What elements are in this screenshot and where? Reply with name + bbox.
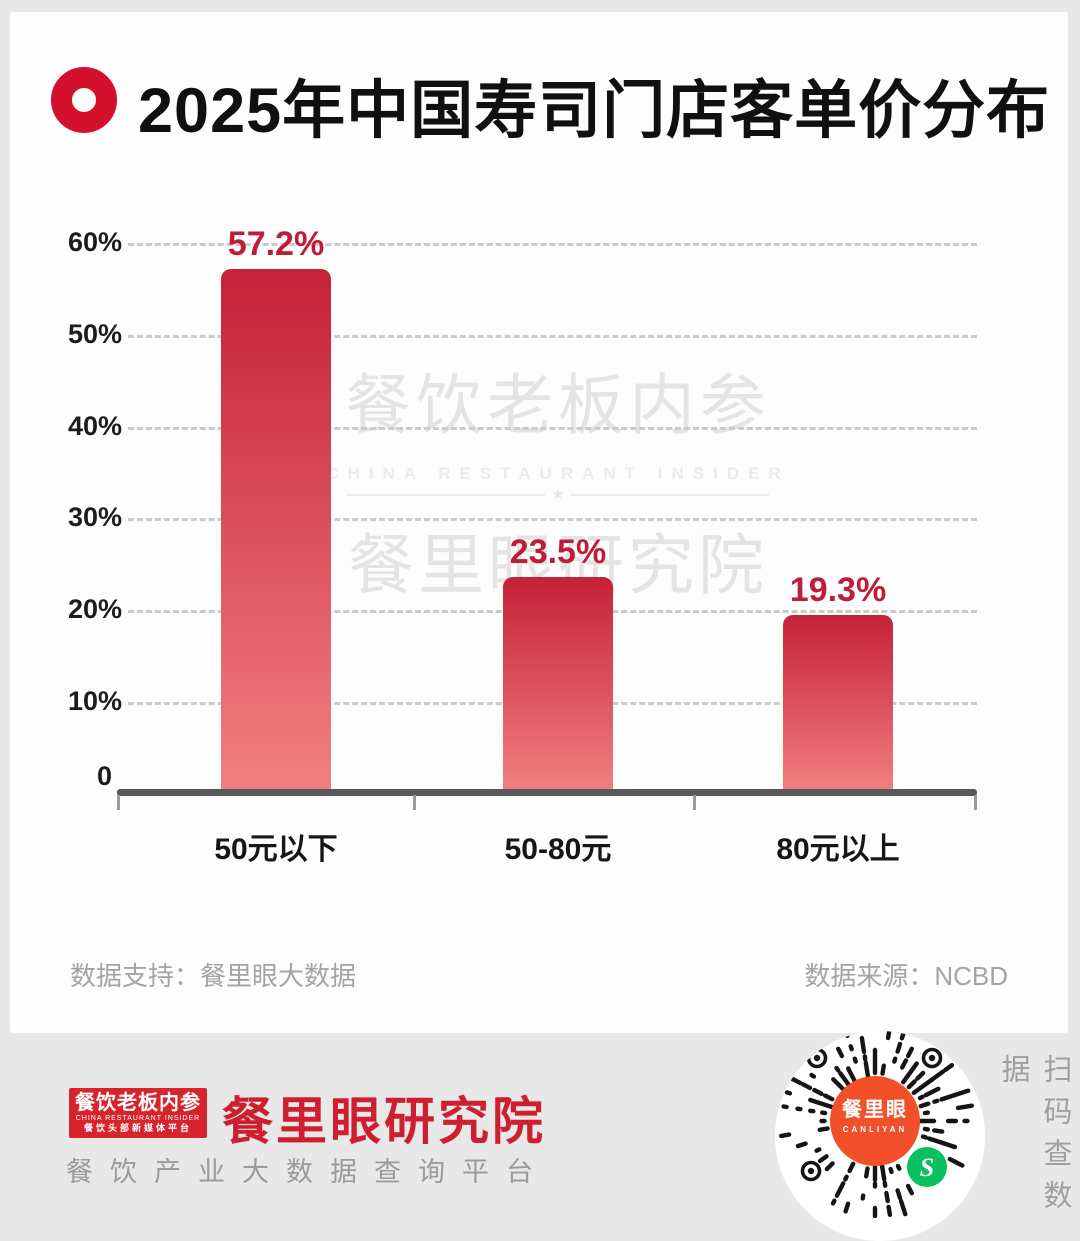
- bar-over-80: [783, 615, 893, 792]
- x-axis-line: [117, 789, 977, 796]
- y-tick-label-30: 30%: [67, 502, 122, 532]
- qr-finder-dot: [807, 1167, 815, 1175]
- qr-finder-icon: [800, 1160, 822, 1182]
- x-category-under-50: 50元以下: [214, 833, 338, 866]
- bar-data-label: 23.5%: [509, 533, 607, 571]
- bar-50-80: [503, 577, 613, 792]
- qr-center-badge: [830, 1076, 920, 1166]
- y-tick-label-40: 40%: [67, 411, 122, 441]
- wechat-s-glyph: S: [920, 1153, 934, 1182]
- x-axis-tick: [974, 795, 977, 810]
- y-tick-label-10: 10%: [67, 686, 122, 716]
- y-tick-label-20: 20%: [67, 594, 122, 624]
- data-source-note: 数据来源：NCBD: [804, 961, 1008, 991]
- gridline-50: [128, 335, 977, 338]
- y-tick-label-60: 60%: [67, 227, 122, 257]
- publisher-logo-latin: CHINA RESTAURANT INSIDER: [75, 1114, 201, 1122]
- x-category-50-80: 50-80元: [504, 833, 612, 866]
- publisher-logo: 餐饮老板内参 CHINA RESTAURANT INSIDER 餐饮头部新媒体平…: [69, 1088, 207, 1138]
- data-support-note: 数据支持：餐里眼大数据: [70, 961, 357, 991]
- bar-group-over-80: 19.3%: [783, 571, 893, 792]
- gridline-30: [128, 518, 977, 521]
- brand-title: 餐里眼研究院: [222, 1095, 547, 1151]
- qr-code: S 餐里眼 CANLIYAN: [775, 1031, 985, 1241]
- qr-finder-dot: [813, 1054, 821, 1062]
- x-axis-tick: [117, 795, 120, 810]
- qr-pattern: S: [778, 1031, 975, 1219]
- page-title: 2025年中国寿司门店客单价分布: [138, 76, 1051, 146]
- chart-card: [10, 12, 1068, 1033]
- gridline-60: [128, 243, 977, 246]
- publisher-logo-name: 餐饮老板内参: [75, 1091, 201, 1114]
- qr-dash-pattern: [778, 1031, 975, 1219]
- platform-tagline: 餐饮产业大数据查询平台: [66, 1157, 550, 1187]
- qr-finder-icon: [921, 1047, 943, 1069]
- bar-group-under-50: 57.2%: [221, 225, 331, 792]
- publisher-logo-tagline: 餐饮头部新媒体平台: [83, 1122, 192, 1133]
- bar-under-50: [221, 269, 331, 792]
- wechat-miniprogram-icon: [907, 1147, 947, 1187]
- bar-data-label: 19.3%: [789, 571, 887, 609]
- x-axis-tick: [413, 795, 416, 810]
- ring-bullet-icon: [51, 67, 117, 133]
- gridline-40: [128, 427, 977, 430]
- bar-data-label: 57.2%: [227, 225, 325, 263]
- x-category-over-80: 80元以上: [776, 833, 900, 866]
- bar-group-50-80: 23.5%: [503, 533, 613, 792]
- y-tick-label-0: 0: [96, 761, 112, 791]
- y-tick-label-50: 50%: [67, 319, 122, 349]
- qr-finder-dot: [928, 1054, 936, 1062]
- x-axis-tick: [693, 795, 696, 810]
- scan-hint-text: 扫码查数据: [997, 1054, 1071, 1222]
